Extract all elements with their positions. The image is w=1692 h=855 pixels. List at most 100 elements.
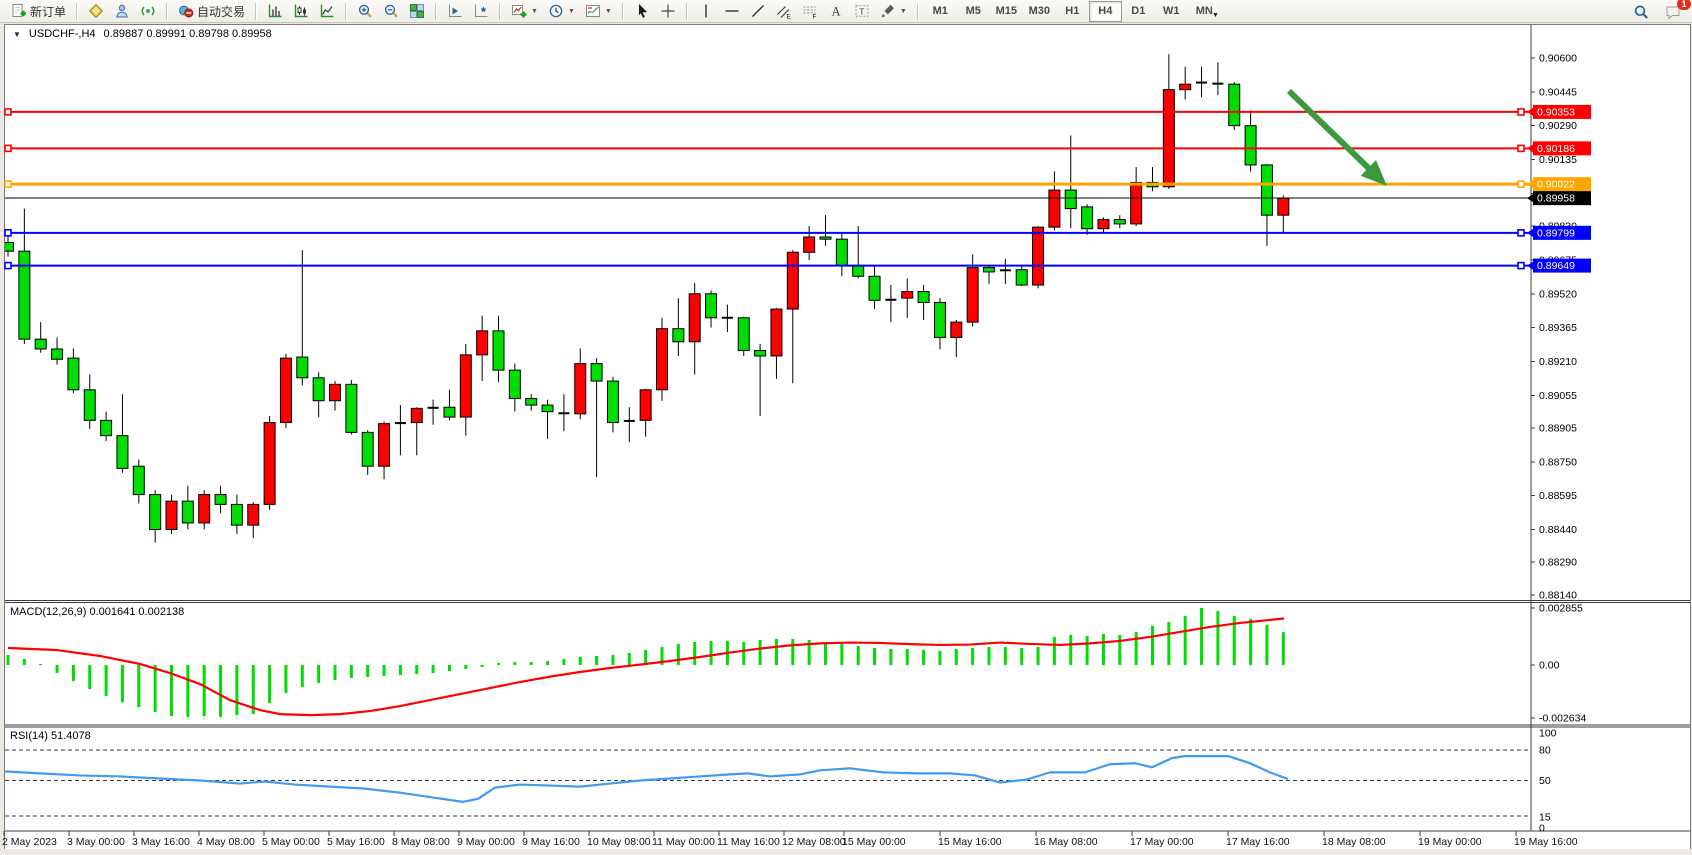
candle	[132, 459, 145, 504]
bar-chart-button[interactable]	[262, 0, 288, 22]
resistance-line-0.90353-handle[interactable]	[1517, 108, 1525, 116]
crosshair-icon	[660, 3, 676, 19]
pivot-line-0.90022-handle[interactable]	[4, 180, 12, 188]
time-axis-label: 12 May 08:00	[782, 836, 846, 848]
price-badge-0.90353	[1533, 104, 1591, 119]
window-bottom-strip	[0, 849, 1692, 855]
support-line-0.89649-handle[interactable]	[1517, 261, 1525, 270]
candle	[623, 407, 635, 443]
signals-button[interactable]	[135, 0, 161, 22]
pivot-line-0.90022-handle[interactable]	[1517, 180, 1525, 188]
bid-price-badge-text: 0.89958	[1537, 193, 1575, 205]
price-tick-label: 0.88140	[1539, 589, 1577, 601]
timeframe-button-m15[interactable]: M15	[995, 4, 1017, 17]
macd-indicator-label: MACD(12,26,9) 0.001641 0.002138	[10, 606, 185, 618]
indicators-button[interactable]: ▼	[506, 0, 543, 22]
toolbar-group	[350, 0, 432, 23]
candlestick-chart-button[interactable]	[288, 0, 314, 22]
time-axis-label: 15 May 16:00	[938, 836, 1002, 848]
price-tick-label: 0.89520	[1539, 288, 1577, 300]
trend-annotation-arrow[interactable]	[1286, 88, 1375, 175]
candle	[1244, 110, 1257, 172]
new-order-button[interactable]: 新订单	[6, 0, 71, 22]
resistance-line-0.90186-handle[interactable]	[4, 144, 12, 153]
tile-windows-button[interactable]	[404, 0, 430, 22]
periods-icon	[548, 3, 564, 19]
svg-text:E: E	[786, 14, 791, 20]
timeframe-button-h4[interactable]: H4	[1088, 0, 1122, 22]
zoom-in-button[interactable]	[352, 0, 378, 22]
candle	[378, 421, 391, 480]
time-axis-label: 11 May 16:00	[717, 836, 780, 848]
candle	[803, 226, 816, 260]
price-badge-0.90022	[1533, 177, 1591, 192]
candle	[541, 399, 554, 439]
candle	[705, 290, 718, 328]
macd-axis-label: 0.00	[1539, 660, 1560, 672]
text-button[interactable]: A	[823, 0, 849, 22]
price-badge-0.90186-pointer	[1527, 144, 1533, 153]
candle	[100, 411, 113, 442]
templates-button[interactable]: ▼	[580, 0, 617, 22]
candle	[525, 394, 538, 411]
time-axis-label: 18 May 08:00	[1322, 836, 1386, 848]
cursor-button[interactable]	[629, 0, 655, 22]
auto-scroll-button[interactable]	[442, 0, 468, 22]
candle	[933, 298, 946, 350]
chart-shift-button[interactable]	[468, 0, 494, 22]
timeframe-button-h1[interactable]: H1	[1065, 4, 1080, 17]
search-button[interactable]	[1628, 1, 1654, 23]
timeframe-button-m5[interactable]: M5	[965, 4, 981, 17]
toolbar-button-label: 新订单	[30, 4, 67, 19]
arrows-button[interactable]: ▼	[875, 0, 912, 22]
line-chart-button[interactable]	[314, 0, 340, 22]
candle	[394, 405, 406, 456]
text-label-button[interactable]: T	[849, 0, 875, 22]
candle	[754, 343, 767, 416]
candle	[999, 258, 1011, 284]
chart-menu-icon[interactable]: ▼	[13, 29, 21, 39]
equidistant-channel-button[interactable]: E	[771, 0, 797, 22]
crosshair-button[interactable]	[655, 0, 681, 22]
vline-icon	[698, 3, 714, 19]
vertical-line-button[interactable]	[693, 0, 719, 22]
auto-trading-button[interactable]: 自动交易	[173, 0, 250, 22]
fibonacci-button[interactable]: F	[797, 0, 823, 22]
trendline-icon	[750, 3, 766, 19]
zoom-out-button[interactable]	[378, 0, 404, 22]
horizontal-line-button[interactable]	[719, 0, 745, 22]
timeframe-button-d1[interactable]: D1	[1131, 4, 1146, 17]
timeframe-button-mn[interactable]: MN	[1195, 4, 1213, 17]
resistance-line-0.90353-handle[interactable]	[4, 108, 12, 116]
toolbar-separator	[621, 2, 624, 20]
support-line-0.89799-handle[interactable]	[4, 229, 12, 237]
trendline-button[interactable]	[745, 0, 771, 22]
candle	[149, 490, 162, 543]
toolbar-overflow-arrow[interactable]: ▼	[1212, 12, 1219, 19]
market-button[interactable]	[109, 0, 135, 22]
rsi-axis-label: 100	[1539, 728, 1557, 740]
new-order-icon	[11, 3, 27, 19]
resistance-line-0.90186-handle[interactable]	[1517, 144, 1525, 153]
candle	[181, 485, 194, 530]
timeframe-button-m1[interactable]: M1	[932, 4, 948, 17]
trend-annotation-arrowhead[interactable]	[1360, 160, 1387, 186]
periods-button[interactable]: ▼	[543, 0, 580, 22]
dropdown-caret-icon: ▼	[531, 7, 538, 15]
support-line-0.89649-handle[interactable]	[4, 261, 12, 270]
hline-icon	[724, 3, 740, 19]
timeframe-button-w1[interactable]: W1	[1163, 4, 1180, 17]
time-axis-label: 3 May 16:00	[132, 836, 190, 848]
notifications-button[interactable]: 1	[1660, 0, 1691, 23]
toolbar-separator	[499, 2, 502, 20]
support-line-0.89799-handle[interactable]	[1517, 229, 1525, 237]
rsi-axis-label: 80	[1539, 745, 1551, 757]
candle	[1277, 195, 1290, 233]
candle	[51, 337, 64, 365]
timeframe-button-m30[interactable]: M30	[1028, 4, 1050, 17]
price-badge-0.90186	[1533, 141, 1591, 156]
autotrade-icon	[178, 3, 194, 19]
metaeditor-button[interactable]	[83, 0, 109, 22]
dropdown-caret-icon: ▼	[567, 7, 575, 15]
